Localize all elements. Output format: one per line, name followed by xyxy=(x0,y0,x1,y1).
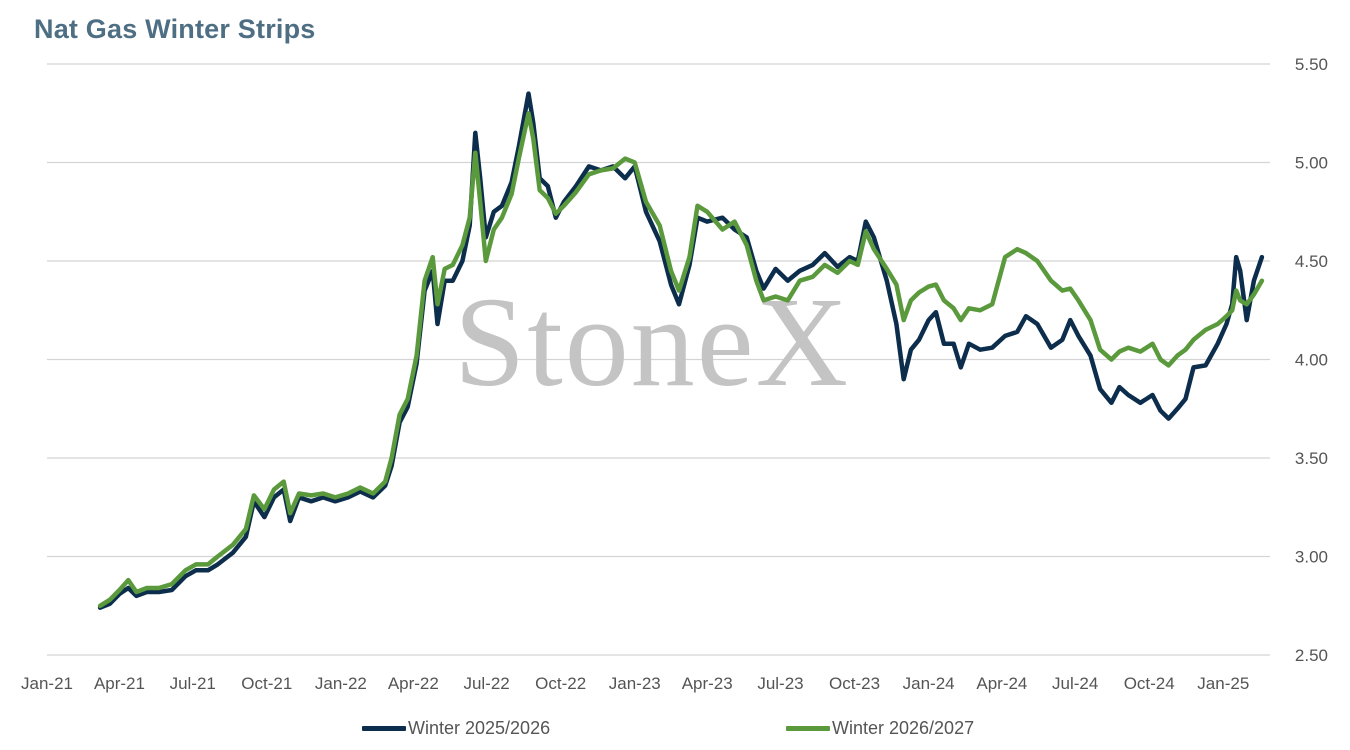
x-tick-label: Jan-22 xyxy=(315,674,367,693)
legend-swatch xyxy=(786,726,830,731)
x-tick-label: Oct-22 xyxy=(535,674,586,693)
series-line-winter-2026-2027 xyxy=(97,111,1265,609)
x-tick-label: Apr-21 xyxy=(94,674,145,693)
series-group xyxy=(97,91,1265,610)
x-tick-label: Apr-23 xyxy=(682,674,733,693)
legend-label: Winter 2025/2026 xyxy=(408,718,551,738)
x-tick-label: Jan-24 xyxy=(903,674,955,693)
x-tick-label: Jan-25 xyxy=(1197,674,1249,693)
y-tick-label: 3.50 xyxy=(1295,449,1328,468)
series-line-winter-2025-2026 xyxy=(97,91,1265,610)
y-tick-label: 2.50 xyxy=(1295,646,1328,665)
y-tick-label: 4.00 xyxy=(1295,351,1328,370)
x-tick-label: Jul-24 xyxy=(1052,674,1098,693)
x-tick-label: Apr-22 xyxy=(388,674,439,693)
chart-title: Nat Gas Winter Strips xyxy=(34,14,316,44)
x-tick-label: Oct-24 xyxy=(1124,674,1175,693)
x-tick-label: Oct-23 xyxy=(829,674,880,693)
legend-item-winter-2025-2026: Winter 2025/2026 xyxy=(362,718,550,739)
y-tick-label: 5.50 xyxy=(1295,55,1328,74)
legend: Winter 2025/2026 Winter 2026/2027 xyxy=(0,718,1350,744)
x-tick-label: Jan-23 xyxy=(609,674,661,693)
x-axis-ticks: Jan-21 Apr-21 Jul-21 Oct-21 Jan-22 Apr-22 Jul-… xyxy=(21,674,1249,693)
x-tick-label: Jul-22 xyxy=(463,674,509,693)
x-tick-label: Oct-21 xyxy=(241,674,292,693)
y-axis-ticks: 2.50 3.00 3.50 4.00 4.50 5.00 5.50 xyxy=(1295,55,1328,665)
y-tick-label: 4.50 xyxy=(1295,252,1328,271)
x-tick-label: Jul-21 xyxy=(170,674,216,693)
legend-item-winter-2026-2027: Winter 2026/2027 xyxy=(786,718,974,739)
y-tick-label: 5.00 xyxy=(1295,154,1328,173)
legend-label: Winter 2026/2027 xyxy=(832,718,975,738)
gridlines xyxy=(47,63,1270,656)
y-tick-label: 3.00 xyxy=(1295,548,1328,567)
x-tick-label: Apr-24 xyxy=(976,674,1027,693)
legend-swatch xyxy=(362,726,406,731)
x-tick-label: Jul-23 xyxy=(757,674,803,693)
watermark-text: StoneX xyxy=(454,271,850,413)
x-tick-label: Jan-21 xyxy=(21,674,73,693)
